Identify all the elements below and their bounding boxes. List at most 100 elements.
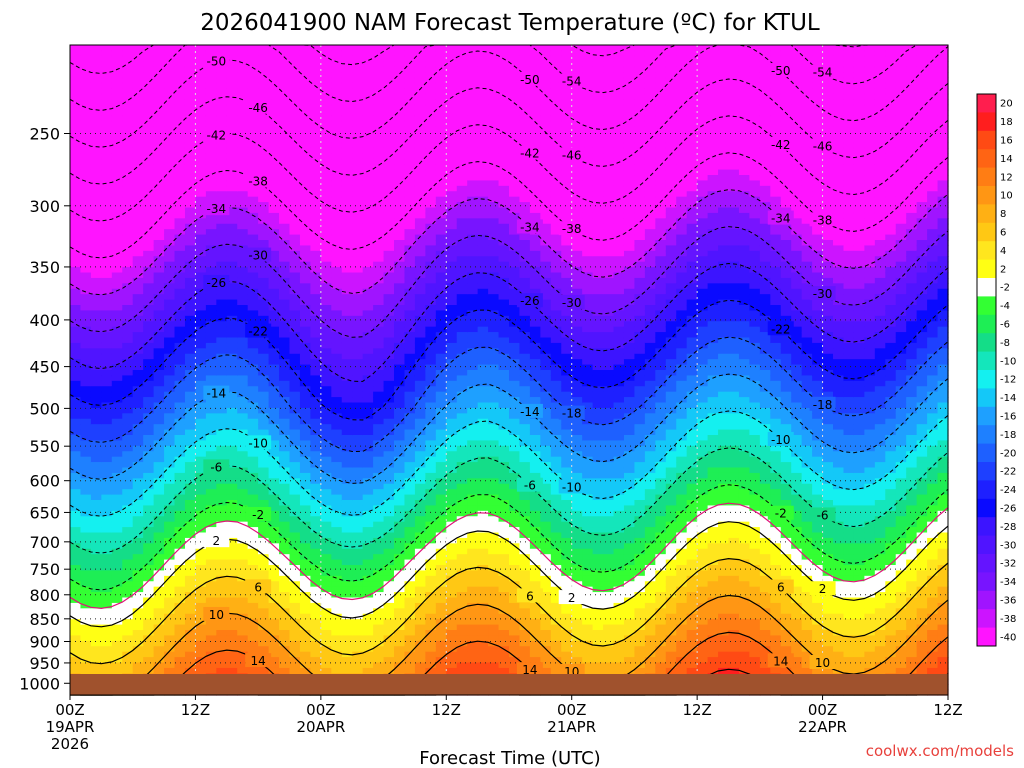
temperature-cell	[341, 337, 353, 344]
temperature-cell	[331, 613, 343, 620]
temperature-cell	[477, 380, 489, 387]
temperature-cell	[70, 657, 82, 664]
temperature-cell	[477, 505, 489, 512]
temperature-cell	[122, 554, 134, 561]
temperature-cell	[320, 581, 332, 588]
temperature-cell	[373, 570, 385, 577]
temperature-cell	[279, 370, 291, 377]
temperature-cell	[195, 386, 207, 393]
temperature-cell	[101, 597, 113, 604]
temperature-cell	[80, 613, 92, 620]
temperature-cell	[331, 310, 343, 317]
temperature-cell	[477, 342, 489, 349]
temperature-cell	[425, 651, 437, 658]
temperature-cell	[331, 619, 343, 626]
temperature-cell	[111, 429, 123, 436]
temperature-cell	[467, 294, 479, 301]
temperature-cell	[237, 662, 249, 669]
temperature-cell	[122, 630, 134, 637]
temperature-cell	[164, 110, 176, 117]
temperature-cell	[341, 261, 353, 268]
temperature-cell	[226, 537, 238, 544]
temperature-cell	[456, 115, 468, 122]
temperature-cell	[477, 375, 489, 382]
temperature-cell	[373, 500, 385, 507]
temperature-cell	[279, 218, 291, 225]
temperature-cell	[446, 315, 458, 322]
temperature-cell	[352, 456, 364, 463]
temperature-cell	[153, 467, 165, 474]
temperature-cell	[226, 234, 238, 241]
temperature-cell	[488, 359, 500, 366]
temperature-cell	[153, 478, 165, 485]
temperature-cell	[90, 104, 102, 111]
temperature-cell	[394, 272, 406, 279]
temperature-cell	[216, 619, 228, 626]
temperature-cell	[310, 565, 322, 572]
temperature-cell	[174, 261, 186, 268]
temperature-cell	[498, 321, 510, 328]
temperature-cell	[331, 115, 343, 122]
temperature-cell	[111, 88, 123, 95]
temperature-cell	[362, 391, 374, 398]
temperature-cell	[394, 510, 406, 517]
temperature-cell	[425, 164, 437, 171]
temperature-cell	[373, 429, 385, 436]
temperature-cell	[132, 240, 144, 247]
temperature-cell	[425, 575, 437, 582]
temperature-cell	[216, 521, 228, 528]
temperature-cell	[383, 342, 395, 349]
temperature-cell	[414, 326, 426, 333]
temperature-cell	[289, 272, 301, 279]
temperature-cell	[122, 651, 134, 658]
temperature-cell	[143, 61, 155, 68]
temperature-cell	[446, 175, 458, 182]
temperature-cell	[143, 131, 155, 138]
temperature-cell	[258, 402, 270, 409]
temperature-cell	[435, 445, 447, 452]
temperature-cell	[488, 353, 500, 360]
temperature-cell	[467, 602, 479, 609]
temperature-cell	[456, 402, 468, 409]
temperature-cell	[404, 440, 416, 447]
temperature-cell	[258, 202, 270, 209]
temperature-cell	[435, 397, 447, 404]
temperature-cell	[383, 169, 395, 176]
temperature-cell	[352, 440, 364, 447]
temperature-cell	[70, 104, 82, 111]
temperature-cell	[268, 294, 280, 301]
temperature-cell	[352, 250, 364, 257]
temperature-cell	[373, 548, 385, 555]
temperature-cell	[467, 131, 479, 138]
temperature-cell	[90, 294, 102, 301]
temperature-cell	[498, 50, 510, 57]
temperature-cell	[111, 386, 123, 393]
temperature-cell	[132, 440, 144, 447]
temperature-cell	[331, 532, 343, 539]
temperature-cell	[394, 435, 406, 442]
temperature-cell	[143, 586, 155, 593]
temperature-cell	[174, 337, 186, 344]
temperature-cell	[435, 570, 447, 577]
temperature-cell	[143, 137, 155, 144]
temperature-cell	[362, 153, 374, 160]
temperature-cell	[184, 207, 197, 214]
temperature-cell	[310, 93, 322, 100]
temperature-cell	[164, 310, 176, 317]
temperature-cell	[237, 586, 249, 593]
temperature-cell	[195, 326, 207, 333]
temperature-cell	[352, 375, 364, 382]
temperature-cell	[331, 131, 343, 138]
temperature-cell	[394, 413, 406, 420]
temperature-cell	[247, 537, 259, 544]
temperature-cell	[373, 619, 385, 626]
temperature-cell	[310, 288, 322, 295]
temperature-cell	[205, 66, 217, 73]
temperature-cell	[477, 61, 489, 68]
temperature-cell	[195, 380, 207, 387]
temperature-cell	[299, 597, 311, 604]
temperature-cell	[456, 321, 468, 328]
temperature-cell	[122, 667, 134, 674]
temperature-cell	[498, 364, 510, 371]
temperature-cell	[237, 364, 249, 371]
